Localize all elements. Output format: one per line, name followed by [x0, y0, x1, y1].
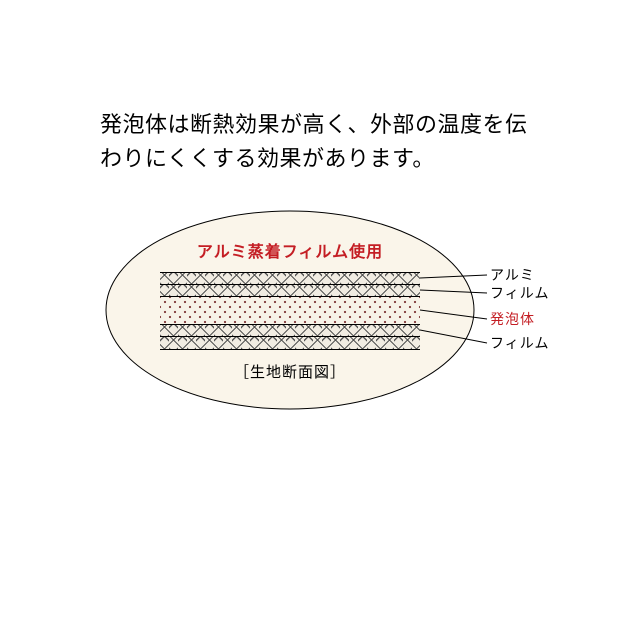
- caption-label: ［生地断面図］: [105, 361, 475, 382]
- layer-label-2: 発泡体: [490, 312, 535, 326]
- layer-label-1: フィルム: [490, 286, 549, 300]
- layer-1: [160, 285, 420, 297]
- layer-label-0: アルミ: [490, 268, 535, 282]
- layer-label-3: フィルム: [490, 336, 549, 350]
- layer-3: [160, 325, 420, 337]
- layer-2: [160, 297, 420, 325]
- layer-4: [160, 337, 420, 349]
- cross-section-diagram: アルミ蒸着フィルム使用 ［生地断面図］: [105, 210, 475, 410]
- layer-0: [160, 273, 420, 285]
- description-text: 発泡体は断熱効果が高く、外部の温度を伝わりにくくする効果があります。: [100, 108, 540, 176]
- header-label: アルミ蒸着フィルム使用: [105, 238, 475, 262]
- layer-stack: [160, 272, 420, 350]
- canvas: 発泡体は断熱効果が高く、外部の温度を伝わりにくくする効果があります。 アルミ蒸着…: [0, 0, 640, 640]
